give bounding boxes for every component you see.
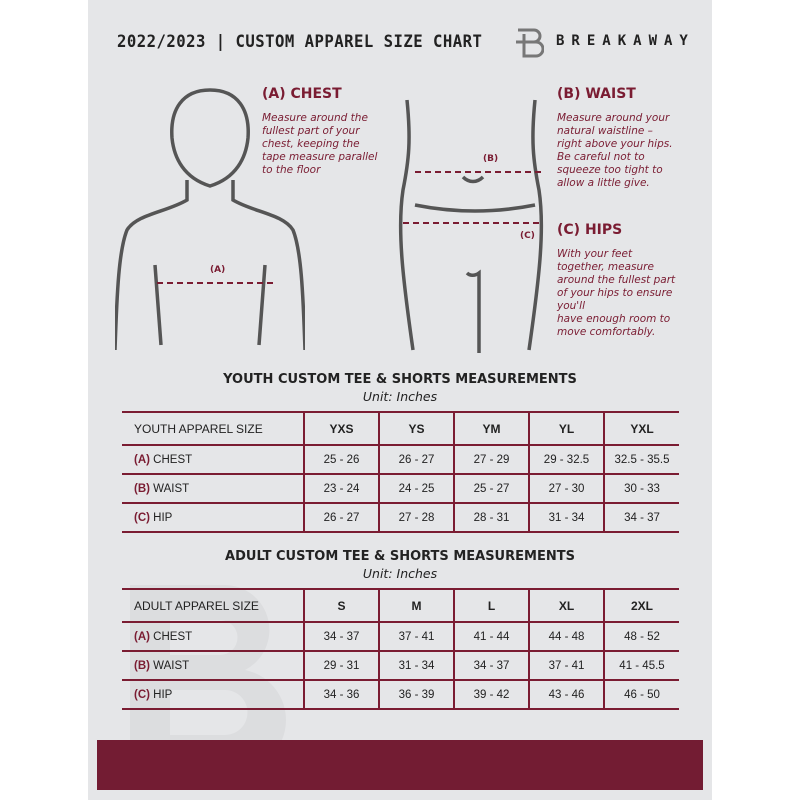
adult-table-title: ADULT CUSTOM TEE & SHORTS MEASUREMENTS [225,549,575,564]
measurement-label: (A) CHEST [122,621,304,652]
measurement-letter: (A) [134,630,150,643]
measurement-value: 46 - 50 [603,679,679,710]
measurement-value: 29 - 32.5 [528,444,604,475]
measurement-name: HIP [153,688,173,701]
table-row: (A) CHEST 25 - 26 26 - 27 27 - 29 29 - 32.5 3… [122,444,679,475]
page-title: 2022/2023 | CUSTOM APPAREL SIZE CHART [117,32,483,52]
table-row: (C) HIP 34 - 36 36 - 39 39 - 42 43 - 46 46 - … [122,679,679,710]
measurement-value: 48 - 52 [603,621,679,652]
waist-description: Measure around your natural waistline – ri… [557,112,673,189]
adult-size-table: ADULT APPAREL SIZE S M L XL 2XL (A) CHEST 34 - … [122,588,679,710]
youth-size-table: YOUTH APPAREL SIZE YXS YS YM YL YXL (A) CHEST 2… [122,411,679,533]
size-column-header: S [303,588,379,623]
size-column-header: YXS [303,411,379,446]
size-column-header: L [453,588,529,623]
upper-body-figure [115,88,305,351]
size-header: ADULT APPAREL SIZE [122,588,304,623]
measurement-value: 27 - 28 [378,502,454,533]
measurement-name: CHEST [153,630,193,643]
measurement-name: CHEST [153,453,193,466]
measurement-label: (C) HIP [122,502,304,533]
table-header-row: ADULT APPAREL SIZE S M L XL 2XL [122,588,679,623]
measurement-value: 44 - 48 [528,621,604,652]
measurement-value: 25 - 27 [453,473,529,504]
size-header: YOUTH APPAREL SIZE [122,411,304,446]
measurement-value: 27 - 29 [453,444,529,475]
measurement-value: 32.5 - 35.5 [603,444,679,475]
table-row: (A) CHEST 34 - 37 37 - 41 41 - 44 44 - 48 48 … [122,621,679,652]
measurement-value: 37 - 41 [378,621,454,652]
measurement-value: 23 - 24 [303,473,379,504]
measurement-letter: (C) [134,688,150,701]
measurement-name: HIP [153,511,173,524]
measurement-letter: (B) [134,659,150,672]
size-column-header: YM [453,411,529,446]
measurement-value: 37 - 41 [528,650,604,681]
measurement-value: 41 - 44 [453,621,529,652]
measurement-value: 31 - 34 [528,502,604,533]
measurement-value: 41 - 45.5 [603,650,679,681]
hips-marker: (C) [520,231,535,241]
brand-name: BREAKAWAY [556,33,695,49]
measurement-label: (B) WAIST [122,650,304,681]
footer-band [97,740,703,790]
hips-heading: (C) HIPS [557,222,623,238]
size-column-header: 2XL [603,588,679,623]
chest-marker: (A) [210,265,226,275]
measurement-value: 25 - 26 [303,444,379,475]
table-row: (C) HIP 26 - 27 27 - 28 28 - 31 31 - 34 34 - … [122,502,679,533]
measurement-name: WAIST [153,659,190,672]
chest-heading: (A) CHEST [262,86,342,102]
measurement-value: 36 - 39 [378,679,454,710]
measurement-value: 30 - 33 [603,473,679,504]
breakaway-logo-icon [516,28,544,58]
measurement-label: (C) HIP [122,679,304,710]
hips-description: With your feet together, measure around th… [557,248,676,338]
youth-table-unit: Unit: Inches [362,389,438,404]
table-header-row: YOUTH APPAREL SIZE YXS YS YM YL YXL [122,411,679,446]
waist-heading: (B) WAIST [557,86,636,102]
size-column-header: M [378,588,454,623]
size-column-header: YS [378,411,454,446]
size-column-header: XL [528,588,604,623]
measurement-value: 39 - 42 [453,679,529,710]
measurement-value: 34 - 37 [303,621,379,652]
table-row: (B) WAIST 29 - 31 31 - 34 34 - 37 37 - 41 41 … [122,650,679,681]
measurement-value: 26 - 27 [303,502,379,533]
measurement-value: 31 - 34 [378,650,454,681]
measurement-value: 24 - 25 [378,473,454,504]
measurement-value: 27 - 30 [528,473,604,504]
measurement-letter: (A) [134,453,150,466]
measurement-value: 34 - 37 [453,650,529,681]
table-row: (B) WAIST 23 - 24 24 - 25 25 - 27 27 - 30 30 … [122,473,679,504]
measurement-name: WAIST [153,482,190,495]
measurement-value: 28 - 31 [453,502,529,533]
measurement-value: 34 - 37 [603,502,679,533]
size-column-header: YXL [603,411,679,446]
measurement-letter: (B) [134,482,150,495]
measurement-value: 26 - 27 [378,444,454,475]
measurement-value: 34 - 36 [303,679,379,710]
lower-body-figure [398,99,544,353]
measurement-label: (B) WAIST [122,473,304,504]
chest-description: Measure around the fullest part of your ch… [262,112,378,176]
measurement-value: 43 - 46 [528,679,604,710]
measurement-label: (A) CHEST [122,444,304,475]
size-column-header: YL [528,411,604,446]
youth-table-title: YOUTH CUSTOM TEE & SHORTS MEASUREMENTS [223,372,577,387]
measurement-letter: (C) [134,511,150,524]
measurement-value: 29 - 31 [303,650,379,681]
waist-marker: (B) [483,154,499,164]
adult-table-unit: Unit: Inches [362,566,438,581]
